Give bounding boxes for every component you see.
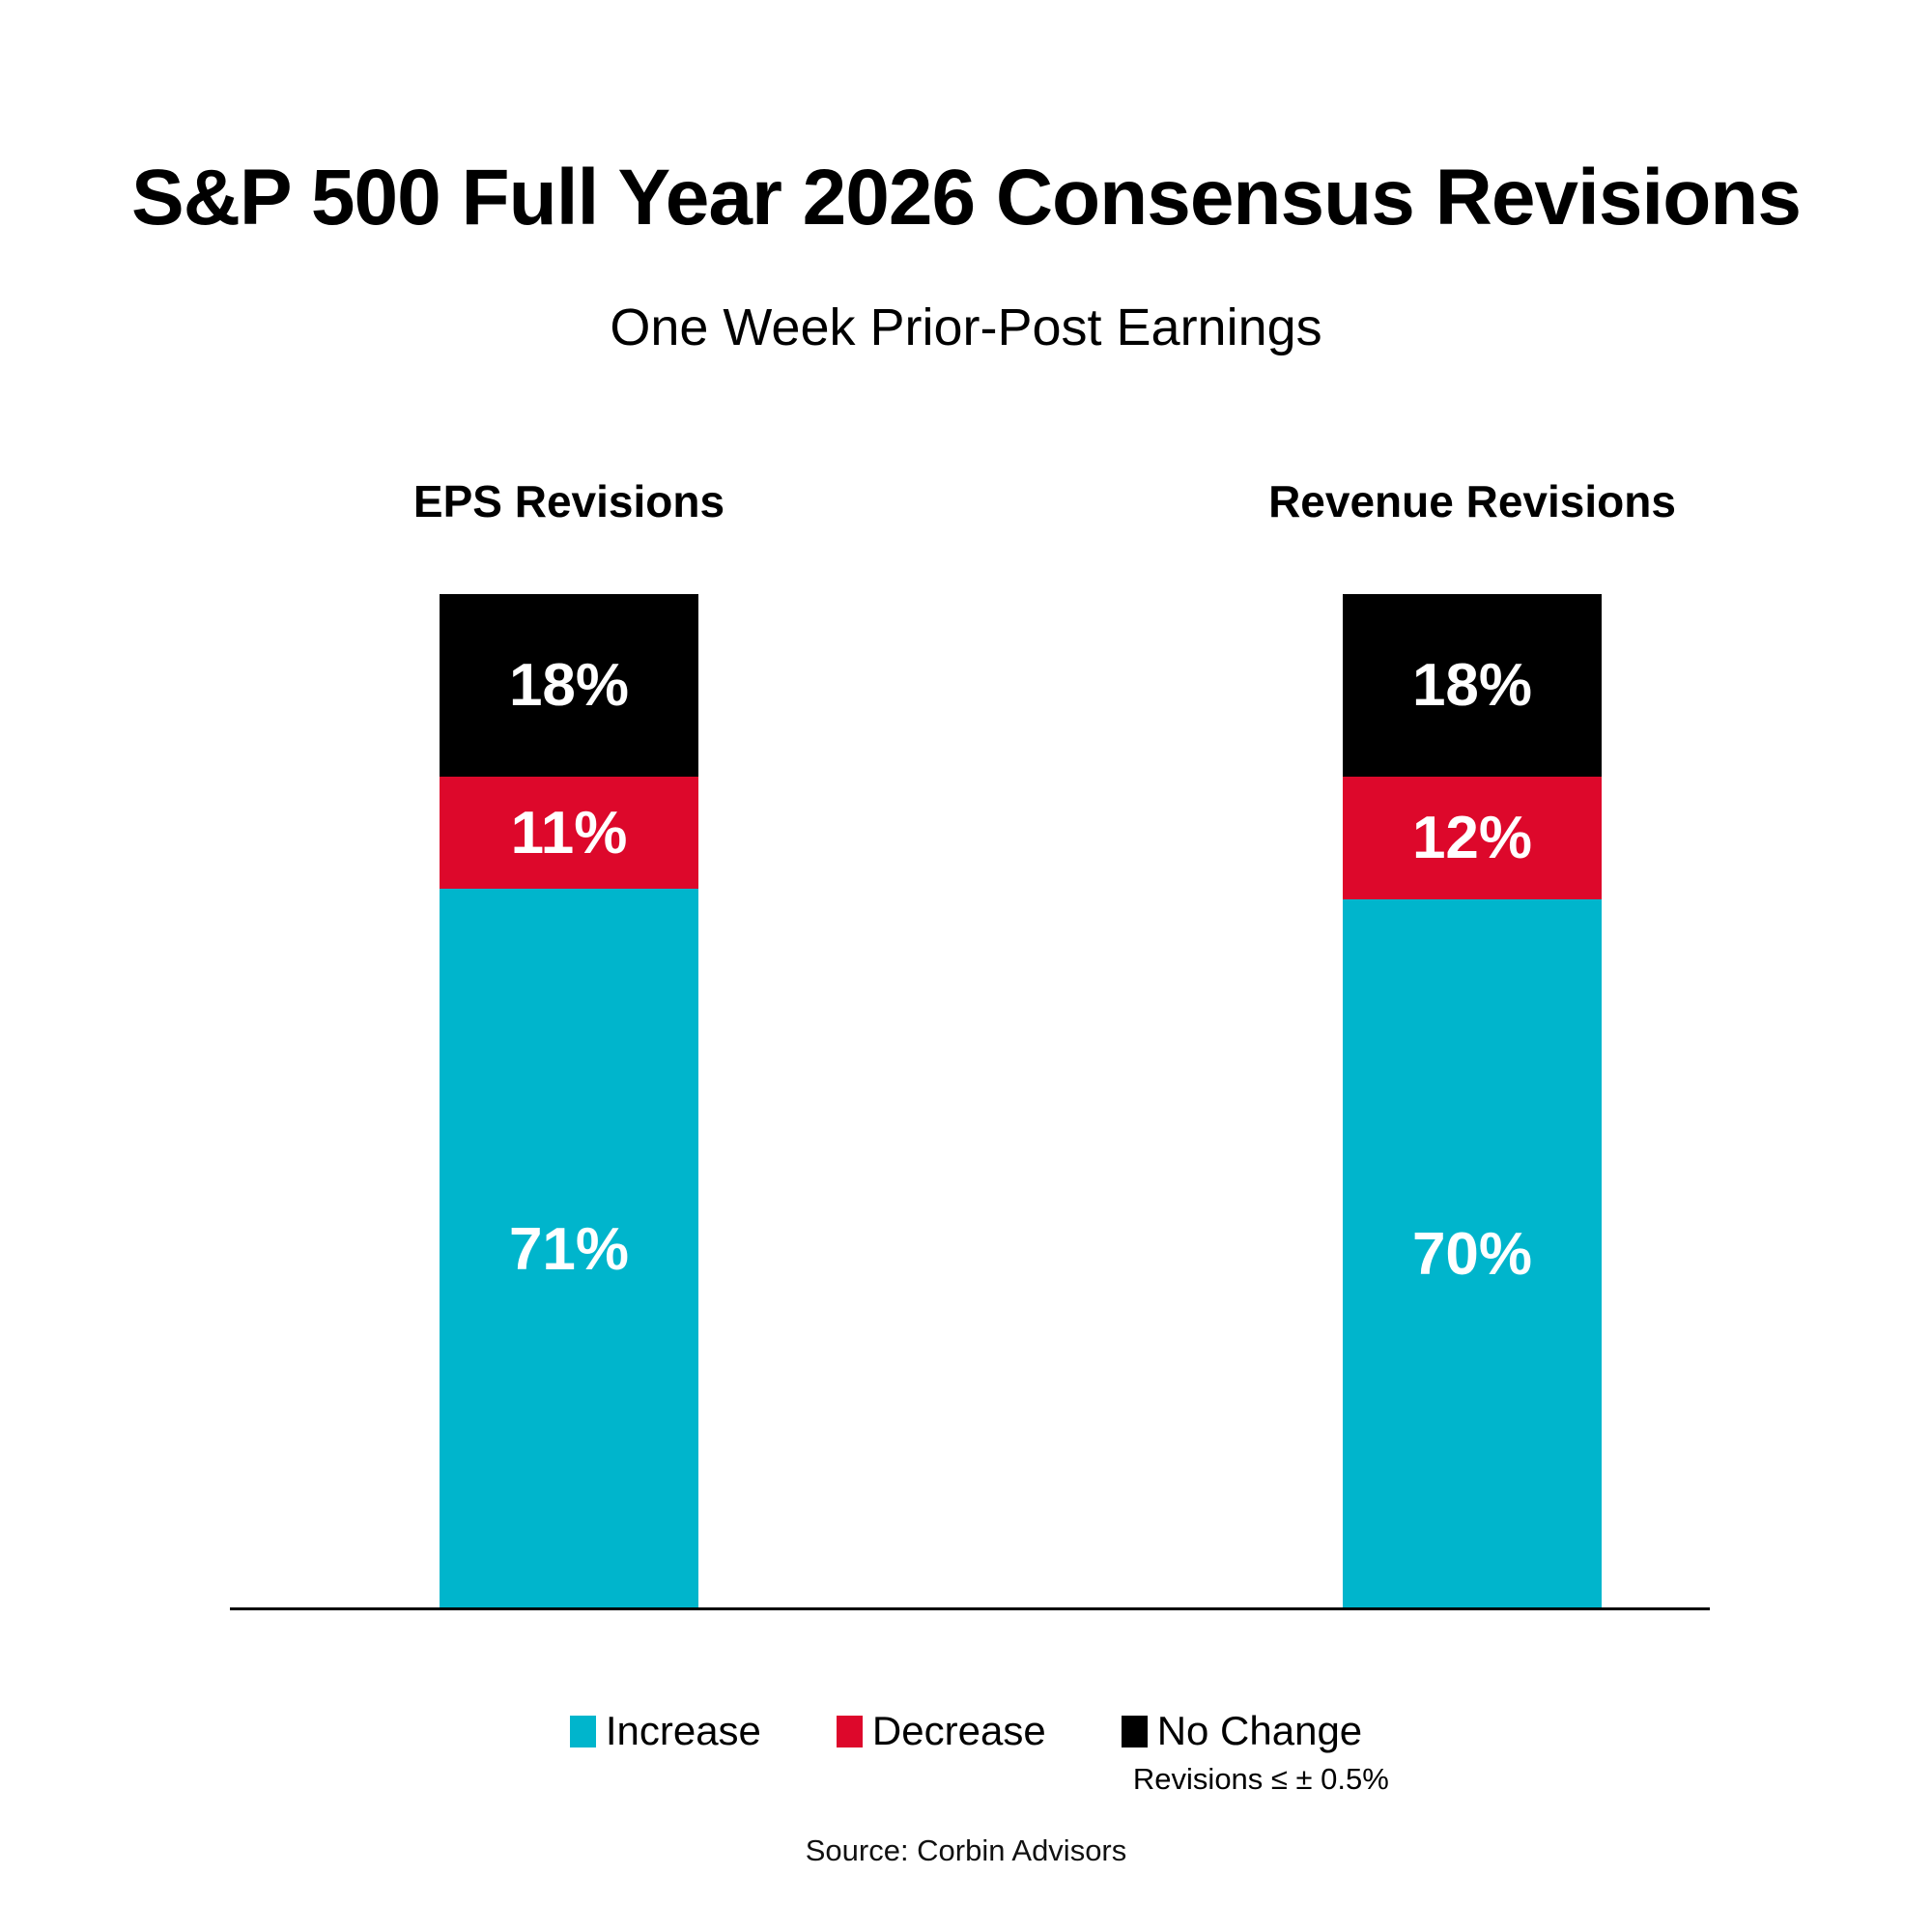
data-label-increase: 71% xyxy=(508,1216,630,1284)
data-label-decrease: 11% xyxy=(510,799,628,867)
legend-swatch-no-change xyxy=(1121,1715,1148,1747)
bar-segment-no-change: 18% xyxy=(1343,594,1602,778)
stacked-bar-revenue-revisions: 18% 12% 70% xyxy=(1343,594,1602,1610)
bar-segment-decrease: 12% xyxy=(1343,777,1602,899)
legend-label-no-change: No Change xyxy=(1156,1708,1363,1753)
chart-subtitle: One Week Prior-Post Earnings xyxy=(610,298,1322,356)
category-header-revenue-revisions: Revenue Revisions xyxy=(1268,476,1676,526)
bar-segment-increase: 70% xyxy=(1343,898,1602,1610)
chart-title: S&P 500 Full Year 2026 Consensus Revisio… xyxy=(131,154,1802,242)
legend-note-no-change: Revisions ≤ ± 0.5% xyxy=(1132,1762,1389,1796)
x-axis-line xyxy=(230,1607,1710,1610)
stacked-bar-eps-revisions: 18% 11% 71% xyxy=(440,594,698,1610)
data-label-no-change: 18% xyxy=(508,652,630,720)
legend-item-increase: Increase xyxy=(569,1708,761,1754)
legend: Increase Decrease No Change Revisions ≤ ± 0… xyxy=(0,1708,1932,1796)
legend-swatch-decrease xyxy=(836,1715,863,1747)
legend-item-no-change: No Change Revisions ≤ ± 0.5% xyxy=(1121,1708,1389,1796)
bar-segment-increase: 71% xyxy=(440,889,698,1610)
source-attribution: Source: Corbin Advisors xyxy=(805,1833,1127,1867)
legend-swatch-increase xyxy=(569,1715,596,1747)
bar-segment-no-change: 18% xyxy=(440,594,698,778)
data-label-no-change: 18% xyxy=(1411,652,1533,720)
legend-item-decrease: Decrease xyxy=(836,1708,1046,1754)
data-label-increase: 70% xyxy=(1411,1221,1533,1289)
legend-label-decrease: Decrease xyxy=(871,1708,1046,1753)
bar-segment-decrease: 11% xyxy=(440,777,698,890)
legend-label-increase: Increase xyxy=(605,1708,761,1753)
data-label-decrease: 12% xyxy=(1411,804,1533,871)
category-header-eps-revisions: EPS Revisions xyxy=(412,476,725,526)
